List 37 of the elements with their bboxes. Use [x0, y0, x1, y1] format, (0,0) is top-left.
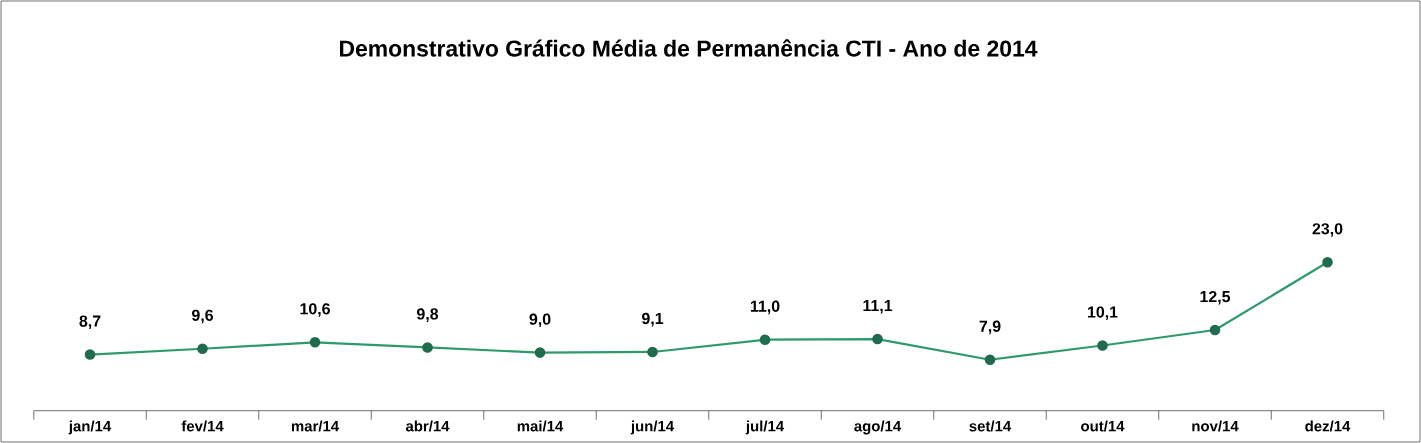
x-tick-label: mar/14: [291, 420, 340, 432]
data-label: 9,0: [529, 313, 551, 328]
data-label: 7,9: [979, 320, 1001, 335]
x-tick-label: dez/14: [1305, 420, 1351, 432]
point: [197, 343, 208, 355]
x-tick-label: fev/14: [181, 420, 224, 432]
point: [984, 354, 996, 366]
chart-title: Demonstrativo Gráfico Média de Permanência CTI - Ano de 2014: [340, 39, 1038, 57]
x-tick-label: jul/14: [745, 420, 785, 435]
data-label: 23,0: [1312, 223, 1343, 237]
x-tick-label: out/14: [1081, 420, 1125, 432]
data-label: 9,8: [416, 308, 439, 322]
data-label: 9,1: [641, 312, 664, 327]
x-tick-label: abr/14: [405, 420, 450, 432]
point: [1097, 340, 1108, 351]
point: [422, 342, 433, 353]
x-tick-label: jan/14: [68, 420, 112, 435]
point: [1209, 324, 1221, 336]
data-label: 10,1: [1088, 306, 1118, 320]
data-label: 10,6: [300, 303, 330, 317]
point: [534, 347, 546, 358]
x-tick-label: mai/14: [517, 420, 564, 432]
data-label: 11,1: [863, 300, 893, 314]
point: [309, 336, 321, 348]
data-label: 9,6: [191, 309, 214, 324]
x-tick-label: nov/14: [1192, 420, 1239, 432]
x-tick-label: ago/14: [854, 420, 902, 435]
point: [872, 333, 883, 345]
data-label: 8,7: [79, 315, 101, 330]
data-label: 12,5: [1200, 290, 1231, 305]
point: [759, 334, 771, 346]
x-tick-label: jun/14: [630, 420, 675, 435]
x-tick-label: set/14: [969, 420, 1012, 432]
data-label: 11,0: [750, 300, 780, 315]
point: [647, 346, 658, 358]
point: [1322, 256, 1333, 268]
point: [84, 349, 96, 360]
